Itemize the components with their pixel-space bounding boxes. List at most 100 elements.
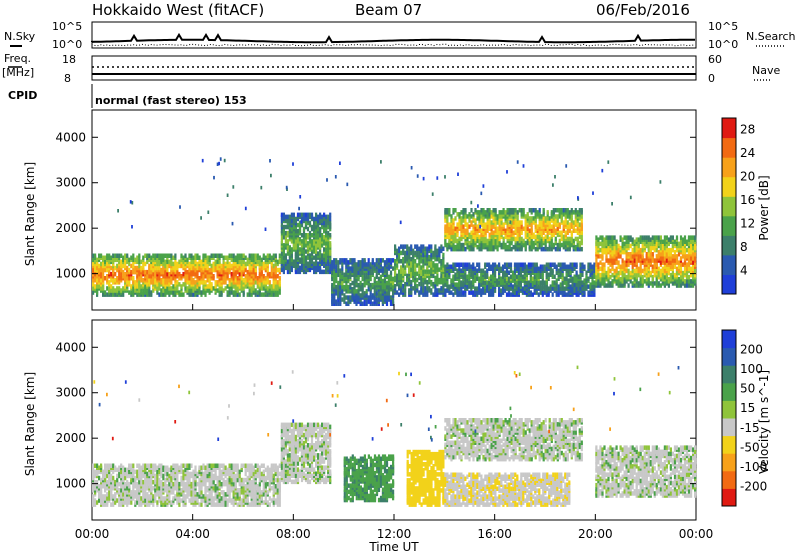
echo-cell <box>657 270 660 276</box>
echo-cell <box>383 297 387 302</box>
echo-cell <box>400 259 403 264</box>
echo-cell <box>92 278 95 283</box>
echo-cell <box>576 222 579 227</box>
echo-cell <box>462 246 465 252</box>
echo-cell <box>144 269 147 275</box>
echo-cell <box>308 243 312 248</box>
echo-cell <box>581 272 584 277</box>
echo-cell <box>490 214 493 219</box>
echo-cell <box>623 260 626 265</box>
echo-cell <box>514 218 517 223</box>
echo-cell <box>690 279 693 284</box>
echo-cell <box>498 262 501 267</box>
echo-cell <box>204 280 207 285</box>
nave-label: Nave <box>752 64 780 77</box>
echo-cell <box>599 266 602 272</box>
echo-cell <box>673 239 677 244</box>
echo-cell <box>615 249 618 255</box>
echo-cell <box>462 224 465 229</box>
echo-cell <box>500 210 503 215</box>
echo-cell <box>436 263 439 268</box>
echo-cell <box>617 247 620 253</box>
echo-cell <box>270 271 273 277</box>
echo-cell <box>106 274 109 279</box>
echo-cell <box>679 262 683 267</box>
echo-cell <box>381 299 384 304</box>
echo-cell <box>655 235 658 240</box>
echo-cell <box>402 288 405 293</box>
echo-cell <box>432 250 435 256</box>
echo-cell <box>335 291 338 296</box>
echo-cell <box>591 270 594 275</box>
echo-cell <box>426 252 429 258</box>
echo-cell <box>148 288 151 293</box>
echo-cell <box>321 218 324 224</box>
echo-cell <box>124 253 127 258</box>
echo-cell <box>541 278 544 283</box>
echo-cell <box>296 249 300 254</box>
echo-cell <box>615 239 618 244</box>
echo-cell <box>611 249 614 255</box>
echo-cell <box>329 267 332 273</box>
echo-cell <box>542 220 545 225</box>
echo-cell <box>389 258 393 263</box>
echo-cell <box>238 280 241 285</box>
echo-cell <box>625 239 628 244</box>
echo-cell <box>298 224 302 230</box>
echo-cell <box>345 258 348 263</box>
echo-cell <box>298 265 302 271</box>
echo-cell <box>472 246 475 252</box>
echo-cell <box>266 292 269 297</box>
echo-cell <box>528 232 531 238</box>
echo-cell <box>296 212 300 218</box>
echo-cell <box>528 216 531 221</box>
echo-cell <box>513 282 517 287</box>
echo-cell <box>685 254 689 259</box>
echo-cell <box>603 272 606 278</box>
echo-cell <box>623 249 626 255</box>
echo-cell <box>410 267 413 272</box>
echo-cell <box>542 246 545 252</box>
echo-cell <box>661 272 664 278</box>
echo-cell <box>284 218 287 224</box>
echo-cell <box>180 253 183 258</box>
echo-cell <box>681 270 685 276</box>
echo-cell <box>218 253 221 258</box>
echo-cell <box>168 253 171 258</box>
echo-cell <box>250 278 253 283</box>
echo-cell <box>389 270 393 275</box>
echo-cell <box>262 261 265 267</box>
echo-cell <box>404 288 407 293</box>
echo-cell <box>222 259 225 265</box>
echo-cell <box>555 278 558 283</box>
echo-cell <box>609 281 612 286</box>
echo-cell <box>210 263 213 269</box>
echo-cell <box>687 274 691 280</box>
echo-cell <box>104 276 107 281</box>
echo-cell <box>264 255 267 260</box>
echo-cell <box>446 280 449 285</box>
echo-cell <box>365 274 368 280</box>
echo-cell <box>513 274 517 279</box>
echo-cell <box>244 255 247 260</box>
echo-cell <box>329 220 332 226</box>
echo-cell <box>146 278 149 283</box>
echo-cell <box>284 230 287 236</box>
echo-cell <box>313 249 316 254</box>
echo-cell <box>216 288 219 293</box>
echo-cell <box>232 267 235 273</box>
echo-cell <box>422 288 425 293</box>
echo-cell <box>392 280 395 286</box>
echo-cell <box>480 218 483 223</box>
echo-cell <box>528 220 531 225</box>
echo-cell <box>460 288 463 293</box>
echo-cell <box>262 292 265 297</box>
echo-cell <box>522 226 525 231</box>
echo-cell <box>319 237 322 242</box>
sparse-echo <box>299 195 302 199</box>
echo-cell <box>673 264 677 269</box>
echo-cell <box>400 244 403 249</box>
echo-cell <box>416 284 419 289</box>
echo-cell <box>428 269 431 274</box>
echo-cell <box>394 275 397 281</box>
